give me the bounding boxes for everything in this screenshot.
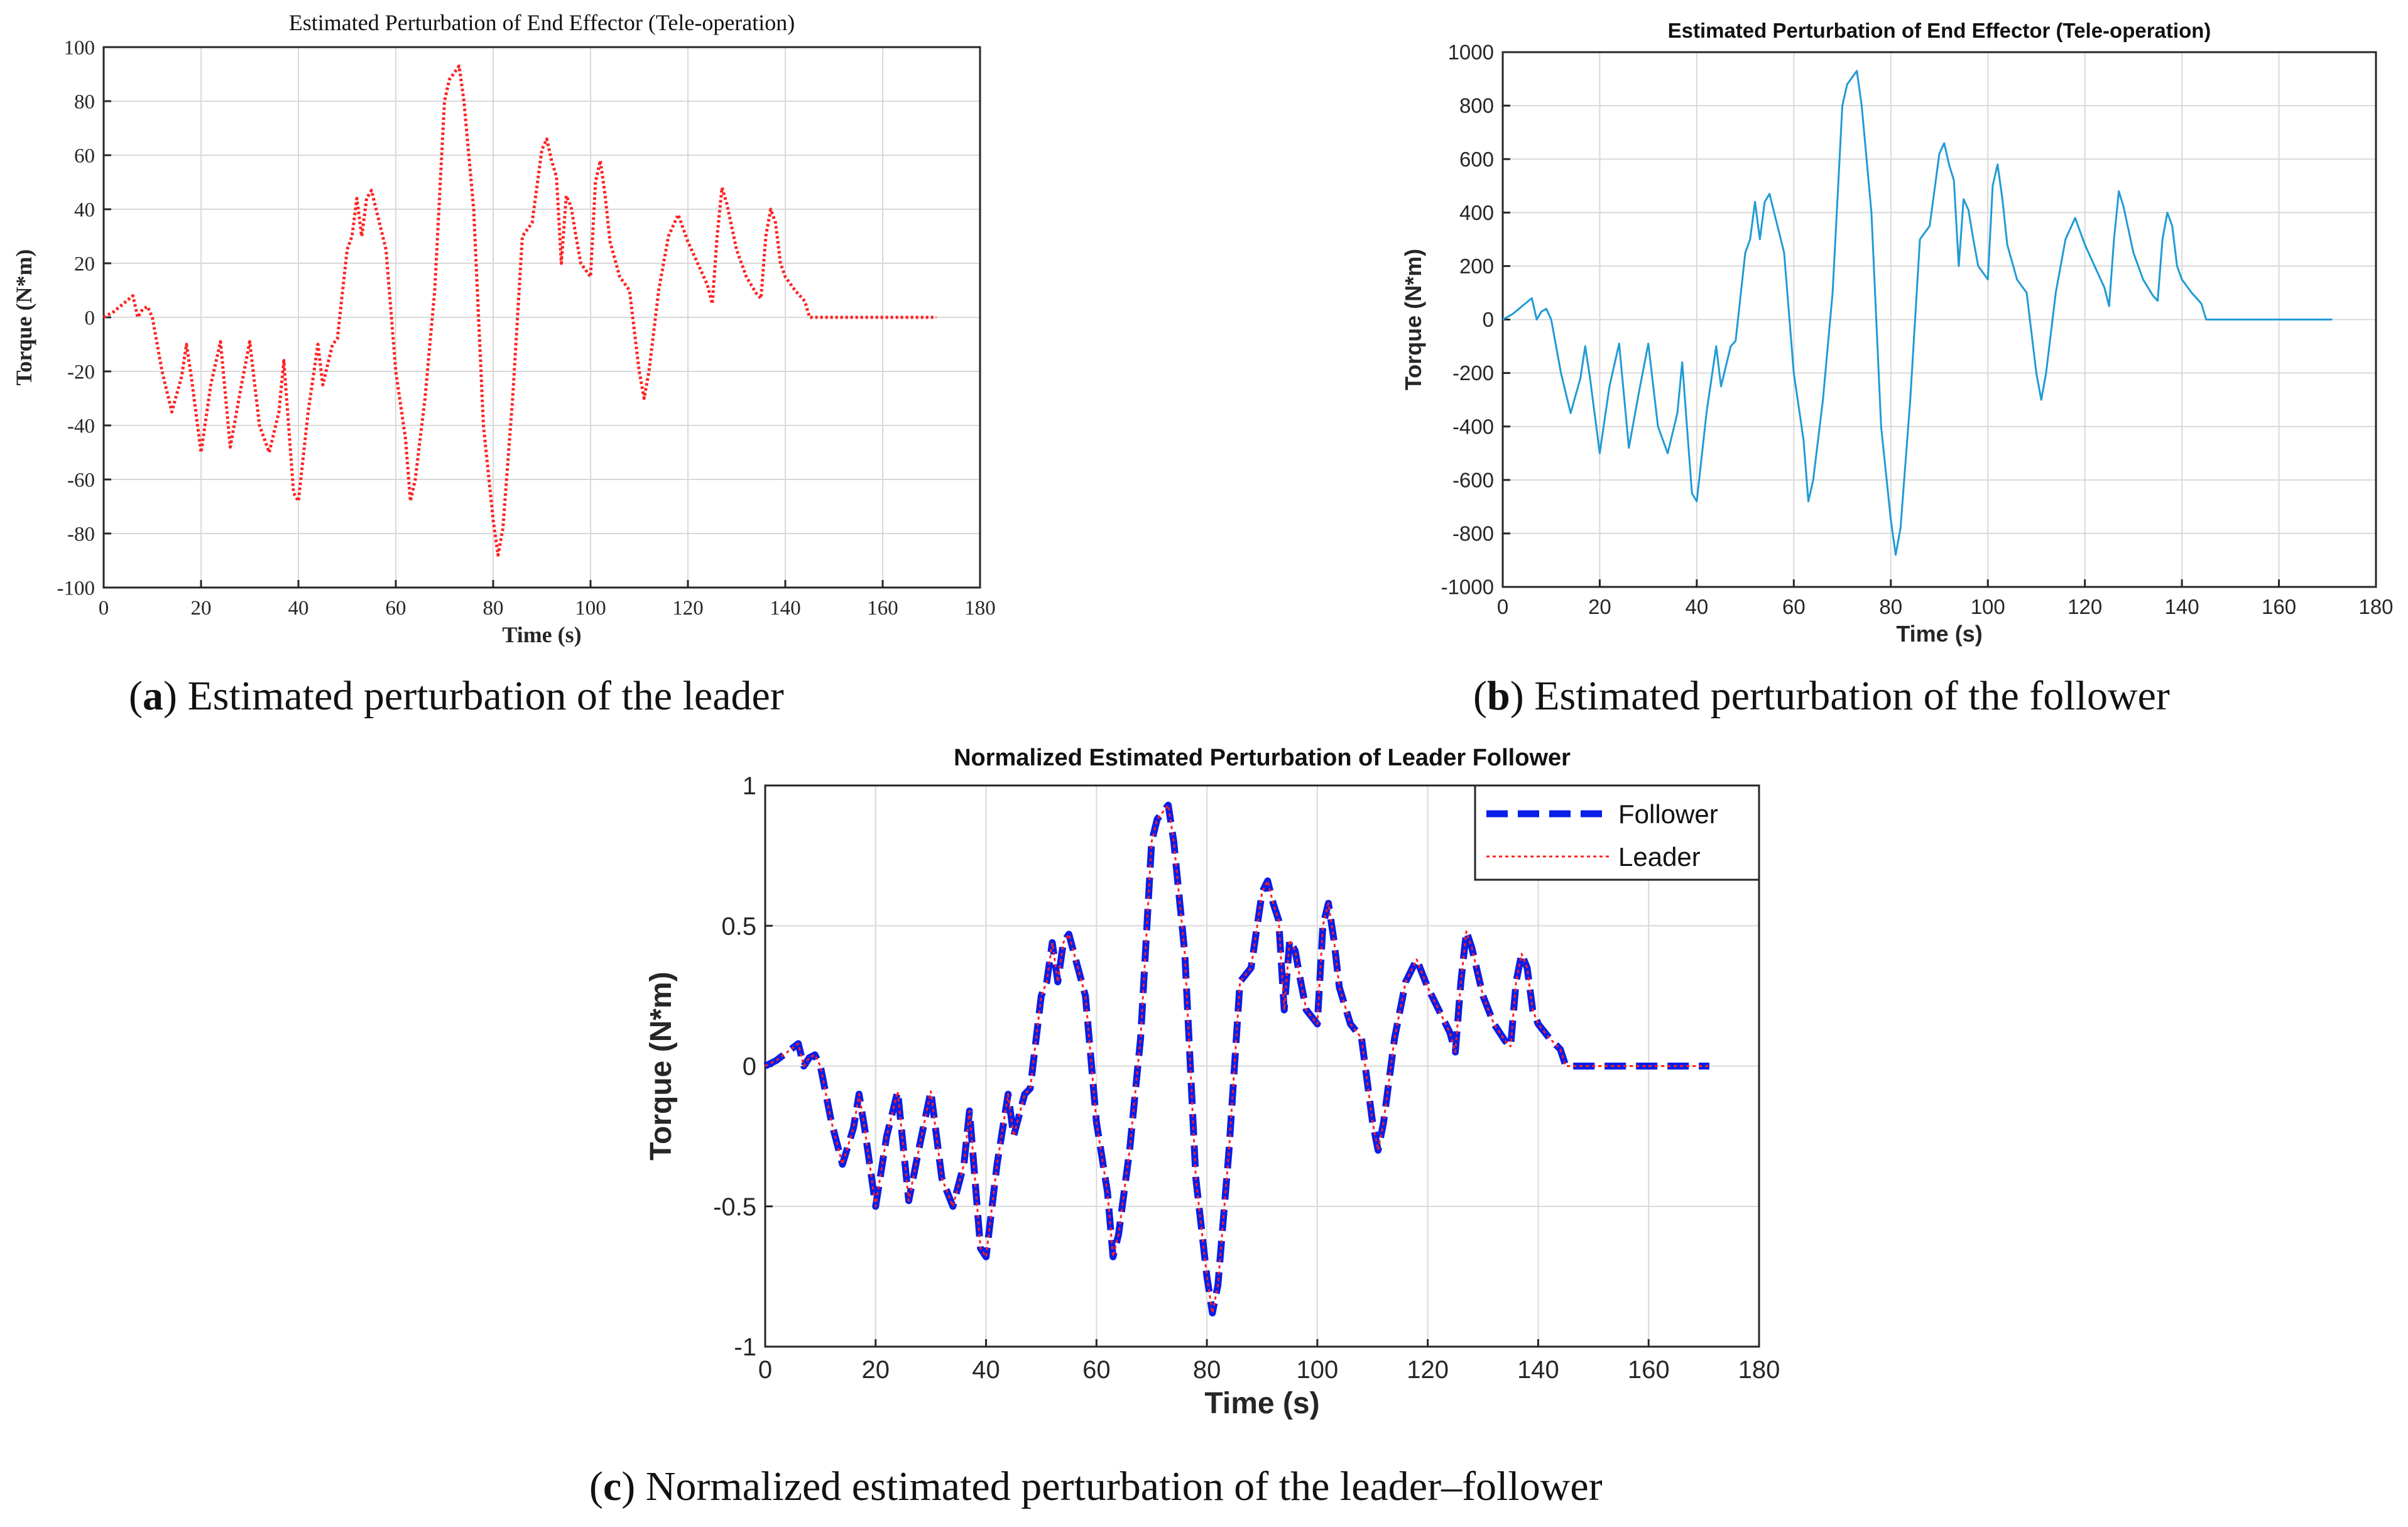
x-tick-label-b: 180 (2358, 595, 2393, 618)
x-tick-label-b: 40 (1686, 595, 1709, 618)
x-axis-label-a: Time (s) (502, 622, 581, 647)
x-tick-label-a: 120 (672, 597, 704, 620)
x-tick-label-c: 80 (1193, 1356, 1221, 1384)
x-tick-label-c: 140 (1517, 1356, 1559, 1384)
chart-title-b: Estimated Perturbation of End Effector (… (1668, 19, 2211, 42)
y-tick-label-b: -200 (1452, 361, 1494, 385)
legend-label-leader: Leader (1618, 842, 1701, 872)
y-tick-label-a: 0 (85, 307, 95, 330)
legend-box (1474, 784, 1760, 881)
caption-b: (b) Estimated perturbation of the follow… (1473, 673, 2170, 719)
y-tick-label-b: 600 (1459, 148, 1494, 171)
x-tick-label-a: 20 (191, 597, 212, 620)
x-tick-label-b: 60 (1782, 595, 1806, 618)
y-tick-label-c: 1 (743, 772, 756, 800)
y-tick-label-c: 0 (743, 1053, 756, 1081)
y-tick-label-a: 40 (74, 199, 95, 222)
y-tick-label-a: -100 (57, 577, 95, 600)
y-tick-label-b: 0 (1483, 308, 1494, 331)
x-tick-label-a: 160 (867, 597, 898, 620)
y-tick-label-b: 200 (1459, 255, 1494, 278)
y-tick-label-a: -60 (67, 469, 95, 492)
y-tick-label-b: -800 (1452, 522, 1494, 545)
y-tick-label-b: -400 (1452, 415, 1494, 438)
y-axis-label-a: Torque (N*m) (11, 249, 36, 385)
x-tick-label-b: 120 (2068, 595, 2102, 618)
x-axis-label-b: Time (s) (1896, 621, 1982, 647)
caption-b-letter: b (1486, 673, 1510, 719)
x-tick-label-c: 180 (1738, 1356, 1780, 1384)
series-line-c-leader (765, 804, 1709, 1314)
y-tick-label-a: -80 (67, 523, 95, 546)
x-tick-label-c: 40 (972, 1356, 1000, 1384)
y-tick-label-c: 0.5 (721, 912, 756, 940)
caption-b-text: Estimated perturbation of the follower (1534, 673, 2170, 719)
x-axis-label-c: Time (s) (1204, 1387, 1319, 1420)
x-tick-label-a: 0 (99, 597, 109, 620)
x-tick-label-a: 140 (770, 597, 801, 620)
x-tick-label-b: 80 (1879, 595, 1902, 618)
y-tick-label-a: 100 (64, 37, 95, 60)
x-tick-label-a: 80 (483, 597, 504, 620)
y-tick-label-b: -1000 (1441, 576, 1494, 599)
y-tick-label-c: -1 (734, 1333, 756, 1361)
caption-c-letter: c (602, 1464, 622, 1509)
x-tick-label-c: 20 (862, 1356, 890, 1384)
chart-a-leader: 0 20 40 60 80 100 120 140 160 180 -100 -80 -60 -40 -20… (11, 10, 996, 647)
chart-title-c: Normalized Estimated Perturbation of Lea… (954, 745, 1571, 771)
y-axis-label-c: Torque (N*m) (645, 971, 678, 1160)
caption-a-letter: a (142, 673, 163, 719)
series-line-a-leader (102, 64, 937, 557)
y-tick-label-b: -600 (1452, 468, 1494, 491)
x-tick-label-c: 120 (1407, 1356, 1449, 1384)
y-tick-label-a: -40 (67, 415, 95, 438)
x-tick-label-c: 0 (758, 1356, 772, 1384)
y-tick-label-a: 20 (74, 253, 95, 276)
x-tick-label-b: 160 (2262, 595, 2296, 618)
caption-a-text: Estimated perturbation of the leader (187, 673, 784, 719)
x-tick-label-c: 160 (1628, 1356, 1670, 1384)
x-tick-label-c: 100 (1297, 1356, 1339, 1384)
y-tick-label-b: 400 (1459, 201, 1494, 224)
legend-label-follower: Follower (1618, 799, 1718, 829)
chart-b-follower: 0 20 40 60 80 100 120 140 160 180 -1000 -800 -600 -40… (1400, 19, 2394, 647)
x-tick-label-b: 0 (1497, 595, 1508, 618)
x-tick-label-b: 140 (2165, 595, 2199, 618)
y-tick-label-a: 60 (74, 145, 95, 168)
x-tick-label-a: 100 (575, 597, 606, 620)
caption-c: (c) Normalized estimated perturbation of… (589, 1464, 1603, 1509)
y-tick-label-c: -0.5 (713, 1193, 756, 1221)
caption-a: (a) Estimated perturbation of the leader (129, 673, 784, 719)
y-axis-label-b: Torque (N*m) (1400, 249, 1426, 390)
x-tick-label-a: 180 (964, 597, 996, 620)
y-tick-label-b: 1000 (1448, 41, 1494, 64)
caption-c-text: Normalized estimated perturbation of the… (645, 1464, 1603, 1509)
x-tick-label-a: 60 (386, 597, 406, 620)
x-tick-label-c: 60 (1082, 1356, 1111, 1384)
y-tick-label-b: 800 (1459, 94, 1494, 118)
chart-c-normalized: 0 20 40 60 80 100 120 140 160 180 -1 -0.5 0 0.5 1 Norma… (645, 745, 1780, 1420)
chart-title-a: Estimated Perturbation of End Effector (… (289, 10, 795, 35)
series-line-b-follower (1502, 70, 2333, 556)
x-tick-label-b: 20 (1588, 595, 1611, 618)
y-tick-label-a: -20 (67, 361, 95, 384)
x-tick-label-a: 40 (288, 597, 309, 620)
y-tick-label-a: 80 (74, 91, 95, 114)
x-tick-label-b: 100 (1971, 595, 2005, 618)
